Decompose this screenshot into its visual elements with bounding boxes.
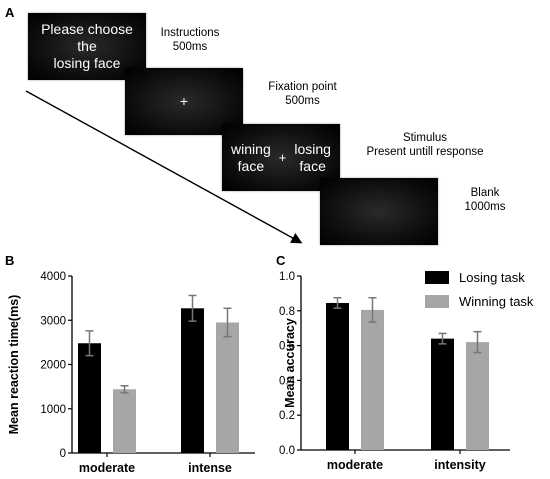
- y-axis-label-b: Mean reaction time(ms): [7, 295, 21, 435]
- chart-b: 0 1000 2000 3000 4000 Mean reaction time(ms) m…: [7, 271, 255, 475]
- instruction-screen: Please choose the losing face: [28, 13, 146, 80]
- y-tick-label-c: 0.0: [279, 445, 295, 457]
- fixation-description: Fixation point 500ms: [268, 81, 337, 107]
- x-tick-label-c: intensity: [434, 458, 485, 472]
- legend-item-winning: Winning task: [425, 294, 550, 309]
- y-axis-label-c: Mean accuracy: [283, 318, 297, 408]
- bar-b: [181, 308, 204, 453]
- stimulus-description: Stimulus Present untill response: [366, 132, 484, 158]
- bar-b: [113, 389, 136, 453]
- y-tick-label-c: 0.8: [279, 306, 295, 318]
- legend-swatch-winning: [425, 295, 449, 308]
- y-tick-label-c: 1.0: [279, 271, 295, 283]
- instruction-description: Instructions 500ms: [160, 27, 220, 53]
- bar-b: [216, 322, 239, 453]
- y-tick-label-c: 0.4: [279, 375, 296, 387]
- panel-a-letter: A: [5, 5, 15, 20]
- y-tick-label-c: 0.2: [279, 410, 295, 422]
- fixation-plus: +: [179, 93, 189, 109]
- y-tick-label-b: 1000: [40, 404, 66, 416]
- bar-c: [431, 338, 454, 450]
- legend-swatch-losing: [425, 271, 449, 284]
- y-tick-label-b: 4000: [40, 271, 66, 283]
- bar-c: [326, 302, 349, 450]
- x-tick-label-b: intense: [188, 461, 232, 475]
- bar-c: [466, 342, 489, 450]
- legend-item-losing: Losing task: [425, 270, 550, 285]
- bar-c: [361, 309, 384, 450]
- y-tick-label-b: 0: [60, 448, 66, 460]
- stimulus-left-label: wining face: [231, 140, 271, 174]
- bar-b: [78, 343, 101, 453]
- stimulus-right-label: losing face: [294, 140, 331, 174]
- y-tick-label-b: 3000: [40, 315, 66, 327]
- panel-c-letter: C: [276, 253, 286, 268]
- y-tick-label-b: 2000: [40, 360, 66, 372]
- legend: Losing task Winning task: [425, 270, 550, 309]
- y-tick-label-c: 0.6: [279, 341, 295, 353]
- chart-c: 0.0 0.2 0.4 0.6 0.8 1.0 Mean accuracy moderate i…: [279, 271, 510, 472]
- panel-b-letter: B: [5, 253, 15, 268]
- blank-description: Blank 1000ms: [464, 187, 506, 213]
- stimulus-plus: +: [278, 150, 287, 165]
- x-tick-label-b: moderate: [79, 461, 135, 475]
- legend-label-losing: Losing task: [459, 270, 525, 285]
- instruction-screen-text: Please choose the losing face: [41, 21, 133, 71]
- blank-screen: [320, 178, 438, 245]
- legend-label-winning: Winning task: [459, 294, 534, 309]
- x-tick-label-c: moderate: [327, 458, 383, 472]
